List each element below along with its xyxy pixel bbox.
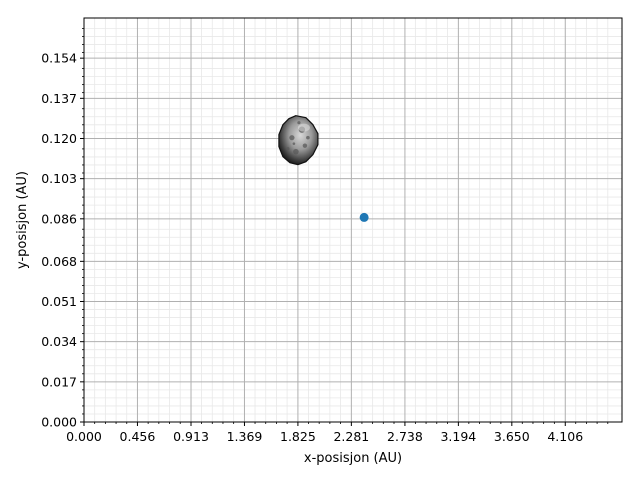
- x-axis-label: x-posisjon (AU): [304, 451, 402, 466]
- asteroid-crater: [286, 147, 290, 151]
- x-tick-label: 2.738: [387, 429, 423, 444]
- asteroid-crater: [306, 135, 310, 140]
- data-points: [359, 212, 369, 222]
- y-tick-label: 0.017: [41, 374, 77, 389]
- minor-grid: [84, 18, 622, 422]
- x-tick-label: 3.194: [440, 429, 476, 444]
- data-point: [359, 212, 369, 222]
- y-tick-label: 0.051: [41, 294, 77, 309]
- asteroid-crater: [297, 121, 301, 125]
- x-tick-label: 0.913: [173, 429, 209, 444]
- x-tick-label: 0.000: [66, 429, 102, 444]
- y-tick-label: 0.000: [41, 415, 77, 430]
- y-tick-label: 0.034: [41, 334, 77, 349]
- y-tick-label: 0.103: [41, 171, 77, 186]
- asteroid-crater: [302, 143, 308, 148]
- x-tick-label: 3.650: [494, 429, 530, 444]
- x-tick-label: 0.456: [120, 429, 156, 444]
- asteroid-image: [278, 115, 319, 166]
- x-tick-label: 2.281: [333, 429, 369, 444]
- y-tick-label: 0.154: [41, 51, 77, 66]
- y-tick-label: 0.086: [41, 211, 77, 226]
- y-axis-label: y-posisjon (AU): [15, 171, 30, 269]
- x-tick-label: 4.106: [547, 429, 583, 444]
- y-tick-label: 0.120: [41, 131, 77, 146]
- x-tick-label: 1.369: [227, 429, 263, 444]
- y-tick-label: 0.137: [41, 91, 77, 106]
- asteroid-crater: [289, 135, 295, 141]
- y-tick-label: 0.068: [41, 254, 77, 269]
- x-tick-label: 1.825: [280, 429, 316, 444]
- y-axis-ticks: 0.000 0.017 0.034 0.051 0.068 0.086 0.103 0.120…: [41, 27, 84, 430]
- x-axis-ticks: 0.000 0.456 0.913 1.369 1.825 2.281 2.738 3.194…: [66, 422, 609, 444]
- asteroid-highlight: [297, 123, 310, 132]
- asteroid-crater: [292, 142, 296, 145]
- asteroid-crater: [293, 148, 299, 155]
- plot-frame: [83, 17, 623, 423]
